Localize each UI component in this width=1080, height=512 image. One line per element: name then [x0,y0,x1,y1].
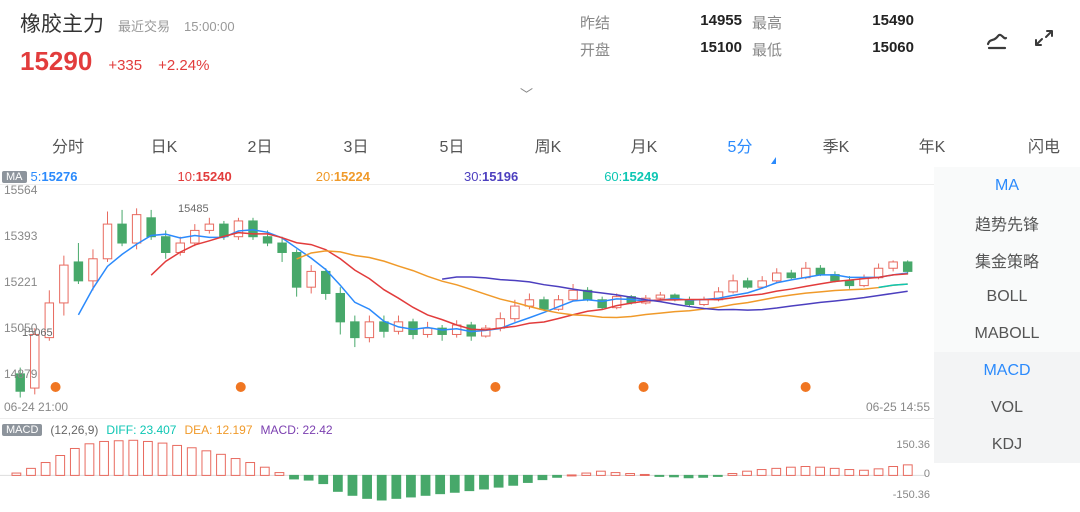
diff-label: DIFF: 23.407 [106,423,176,437]
tab-5日[interactable]: 5日 [404,127,500,163]
tab-周K[interactable]: 周K [500,127,596,163]
ohlc-stats: 昨结 14955 最高 15490 开盘 15100 最低 15060 [580,12,914,60]
high-value: 15490 [824,12,914,33]
prev-close-value: 14955 [652,12,742,33]
macd-legend-bar: MACD (12,26,9) DIFF: 23.407 DEA: 12.197 … [0,418,934,437]
macd-y-label: 150.36 [896,439,930,451]
high-label: 最高 [752,12,814,33]
open-value: 15100 [652,39,742,60]
indicator-趋势先锋[interactable]: 趋势先锋 [934,204,1080,241]
change-abs: +335 [108,57,142,74]
annot-high: 15485 [178,203,209,215]
tab-分时[interactable]: 分时 [20,127,116,163]
macd-params: (12,26,9) [50,423,98,437]
y-label: 15564 [4,183,37,197]
instrument-name: 橡胶主力 [20,8,104,38]
chevron-down-icon[interactable]: ﹀ [520,84,533,103]
last-trade-label: 最近交易 [118,16,170,35]
low-label: 最低 [752,39,814,60]
sub-indicator-MACD[interactable]: MACD [934,352,1080,389]
last-trade-time: 15:00:00 [184,19,235,34]
tab-闪电[interactable]: 闪电 [1000,127,1060,163]
macd-val-label: MACD: 22.42 [261,423,333,437]
title-block: 橡胶主力 最近交易 15:00:00 15290 +335 +2.24% [20,8,290,77]
header: 橡胶主力 最近交易 15:00:00 15290 +335 +2.24% 昨结 … [0,0,1080,81]
last-price: 15290 [20,46,92,77]
indicator-MA[interactable]: MA [934,167,1080,204]
tab-5分[interactable]: 5分 [692,127,788,163]
change-pct: +2.24% [158,57,209,74]
sub-indicator-VOL[interactable]: VOL [934,389,1080,426]
chart-column: MA 5:15276 10:15240 20:15224 30:15196 60:152… [0,167,934,501]
timeframe-tabs: 分时日K2日3日5日周K月K5分季K年K 闪电 [0,127,1080,163]
ma-5: 5:15276 [31,169,78,184]
prev-close-label: 昨结 [580,12,642,33]
tab-月K[interactable]: 月K [596,127,692,163]
ma-10: 10:15240 [178,169,232,184]
dea-label: DEA: 12.197 [184,423,252,437]
macd-chart[interactable]: 150.36 0 -150.36 [0,437,934,501]
indicator-MABOLL[interactable]: MABOLL [934,315,1080,352]
indicator-sidebar: MA趋势先锋集金策略BOLLMABOLLMACDVOLKDJ [934,167,1080,501]
indicator-集金策略[interactable]: 集金策略 [934,241,1080,278]
tab-季K[interactable]: 季K [788,127,884,163]
ma-60: 60:15249 [604,169,658,184]
ma-badge: MA [2,171,27,183]
tab-3日[interactable]: 3日 [308,127,404,163]
y-label: 15050 [4,321,37,335]
ma-20: 20:15224 [316,169,370,184]
macd-y-label: 0 [924,468,930,480]
tab-日K[interactable]: 日K [116,127,212,163]
tab-年K[interactable]: 年K [884,127,980,163]
y-label: 15221 [4,275,37,289]
x-label-right: 06-25 14:55 [866,400,930,414]
macd-y-label: -150.36 [893,489,930,501]
low-value: 15060 [824,39,914,60]
price-chart[interactable]: 15485 15065 155641539315221150501487906-… [0,184,934,400]
macd-badge: MACD [2,424,42,436]
y-label: 15393 [4,229,37,243]
tab-2日[interactable]: 2日 [212,127,308,163]
open-label: 开盘 [580,39,642,60]
draw-icon[interactable] [984,26,1010,57]
indicator-BOLL[interactable]: BOLL [934,278,1080,315]
ma-legend-bar: MA 5:15276 10:15240 20:15224 30:15196 60:152… [0,167,934,184]
x-label-left: 06-24 21:00 [4,400,68,414]
y-label: 14879 [4,367,37,381]
collapse-icon[interactable] [1032,26,1056,55]
ma-30: 30:15196 [464,169,518,184]
sub-indicator-KDJ[interactable]: KDJ [934,426,1080,463]
